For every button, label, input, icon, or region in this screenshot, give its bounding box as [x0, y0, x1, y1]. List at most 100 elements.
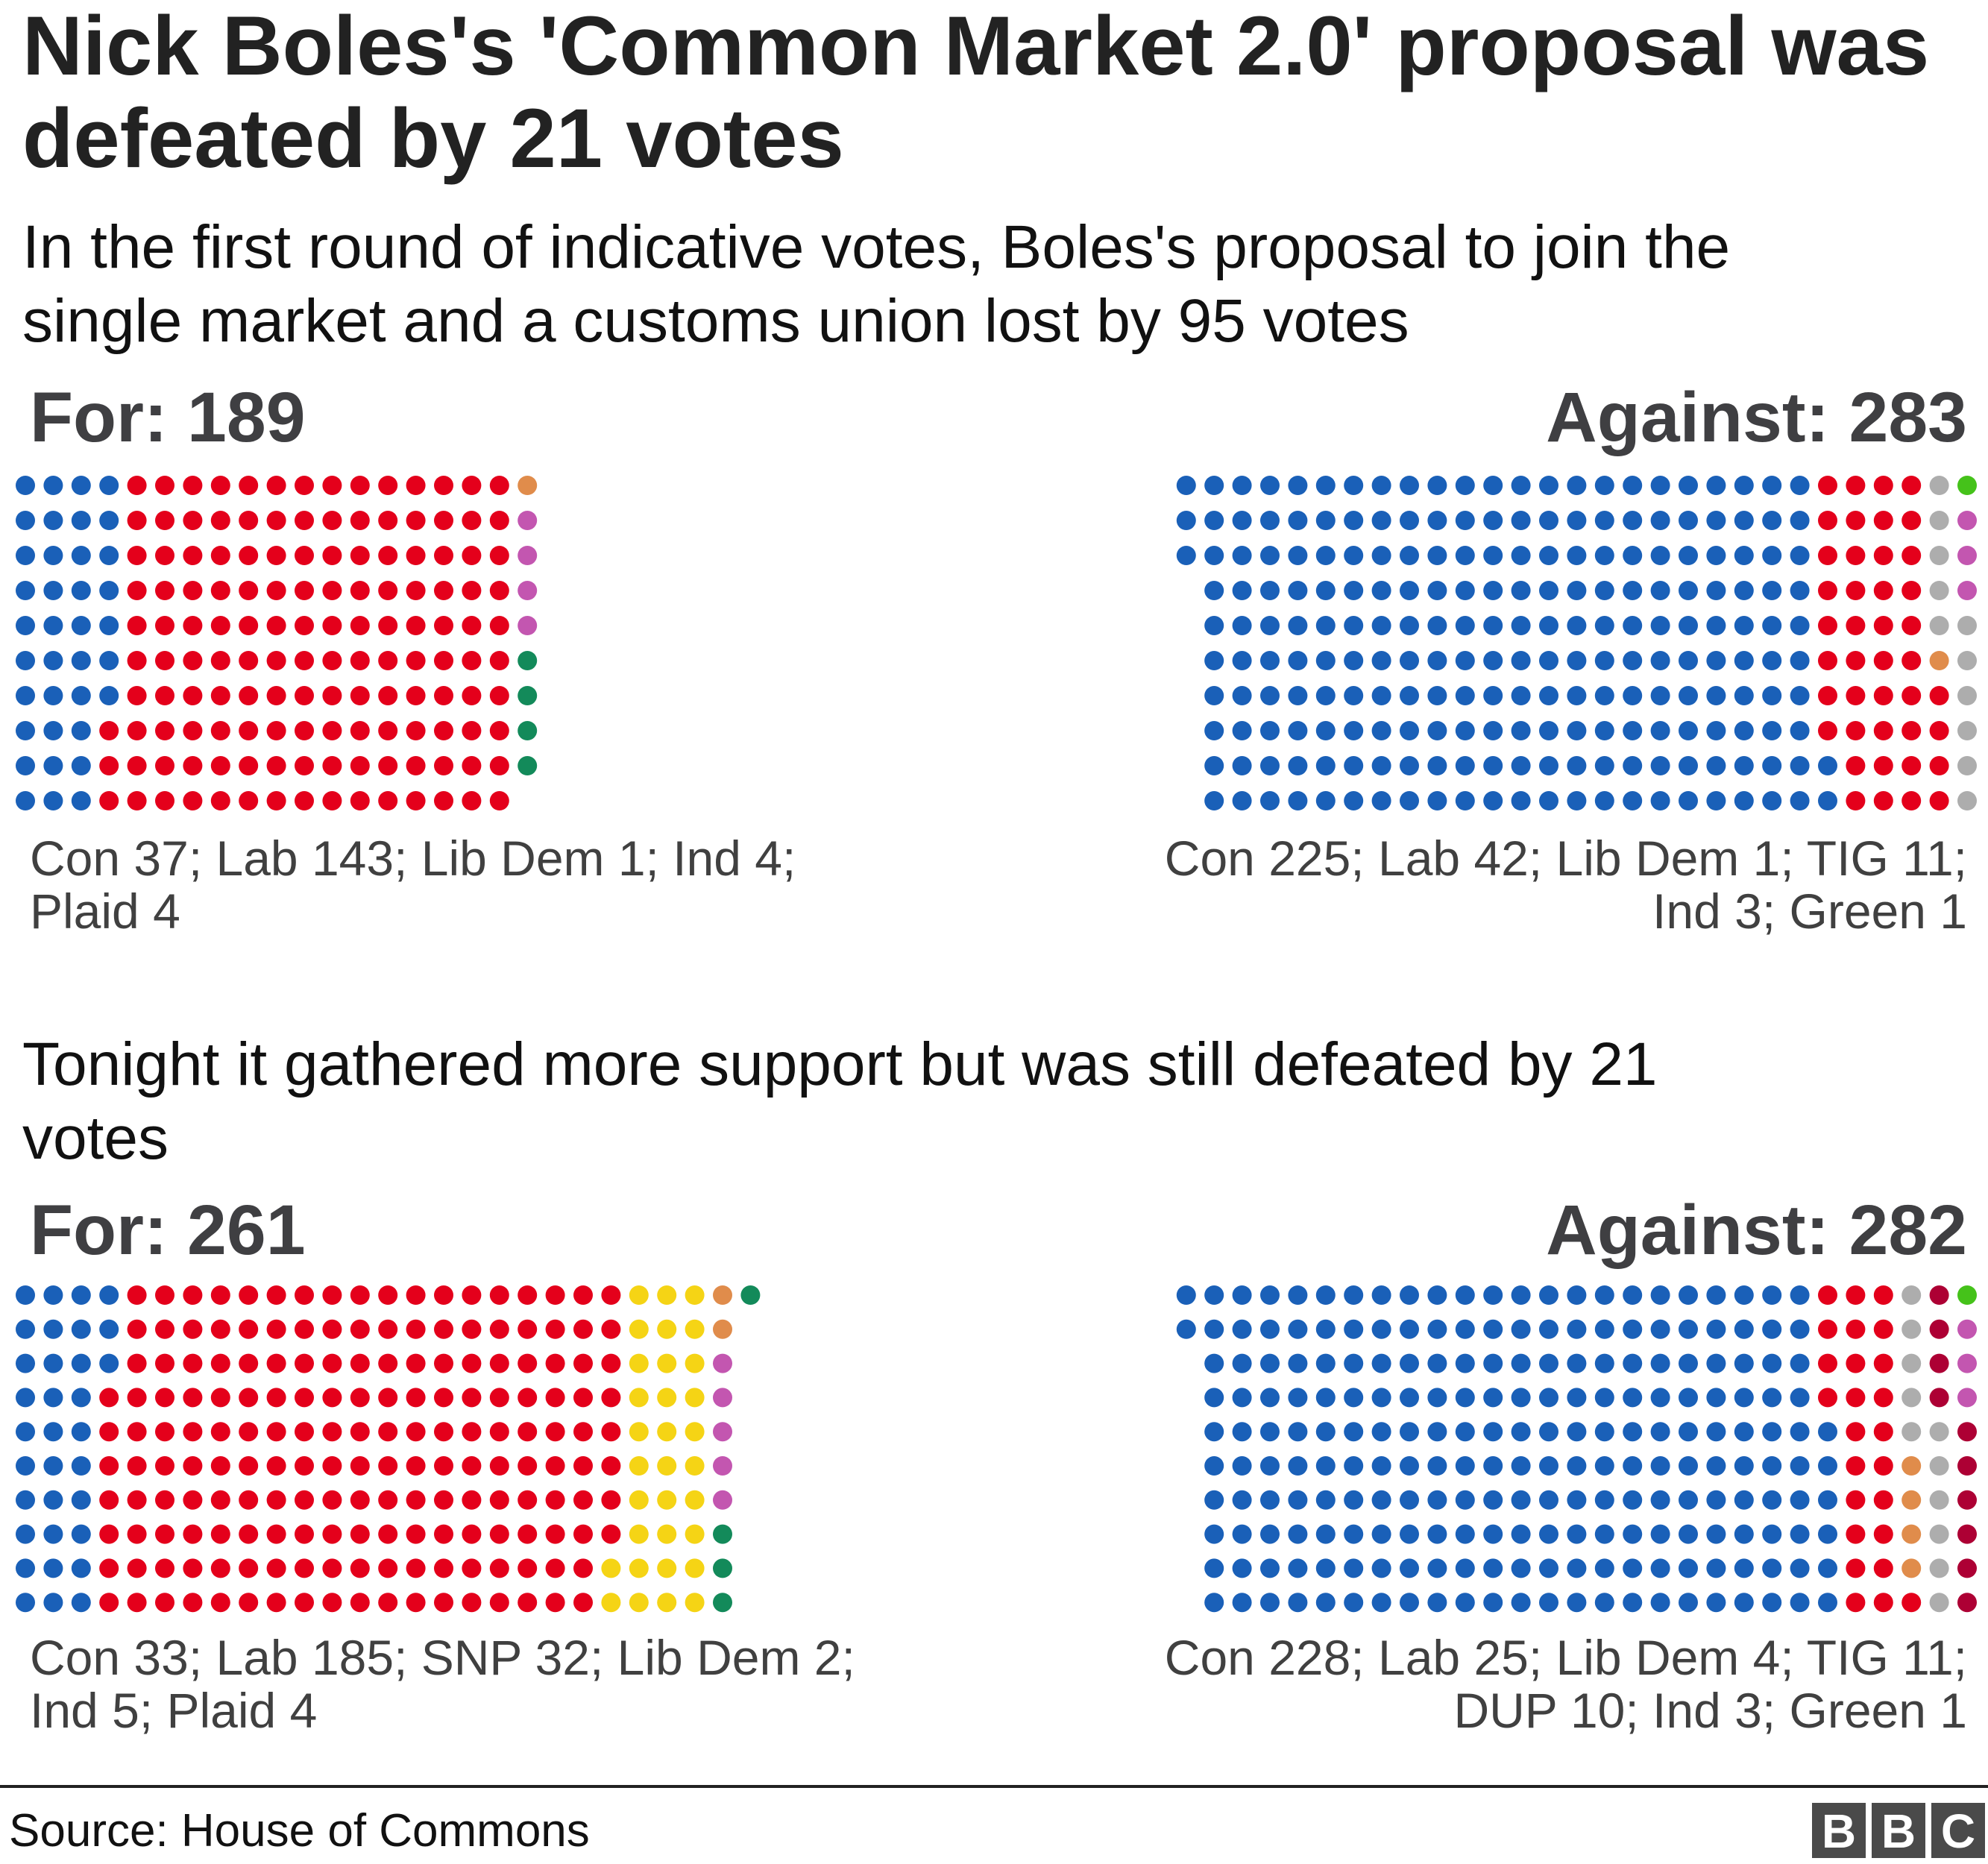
vote-dot-con	[1371, 1456, 1391, 1476]
vote-dot-con	[1427, 1524, 1447, 1544]
vote-dot-lab	[183, 581, 203, 600]
vote-dot-con	[1288, 791, 1308, 810]
vote-dot-lab	[1873, 1285, 1893, 1305]
vote-dot-con	[1315, 1593, 1336, 1613]
vote-dot-dup	[1957, 1593, 1977, 1613]
vote-dot-con	[1288, 1353, 1308, 1373]
vote-dot-lab	[183, 651, 203, 670]
vote-dot-lab	[545, 1422, 565, 1442]
vote-dot-snp	[657, 1593, 677, 1613]
vote-dot-lab	[1846, 1319, 1866, 1339]
vote-dot-con	[1679, 1422, 1698, 1442]
vote-dot-con	[1623, 546, 1643, 565]
vote-dot-con	[71, 1456, 91, 1476]
vote-dot-lab	[295, 686, 314, 705]
vote-dot-con	[1762, 1319, 1782, 1339]
vote-dot-con	[1679, 511, 1698, 530]
vote-dot-con	[1679, 756, 1698, 775]
vote-dot-con	[1260, 651, 1280, 670]
vote-dot-lab	[322, 651, 342, 670]
vote-dot-lab	[489, 1524, 509, 1544]
vote-dot-con	[43, 756, 63, 775]
vote-dot-con	[1706, 1524, 1726, 1544]
vote-dot-con	[1455, 1524, 1475, 1544]
vote-dot-con	[43, 511, 63, 530]
vote-dot-con	[1706, 616, 1726, 635]
vote-dot-con	[1790, 686, 1810, 705]
vote-dot-lab	[350, 1319, 370, 1339]
vote-dot-lab	[378, 1422, 398, 1442]
vote-dot-con	[43, 1388, 63, 1408]
vote-dot-con	[1734, 1353, 1754, 1373]
vote-dot-con	[43, 721, 63, 740]
vote-dot-tig	[1957, 756, 1977, 775]
vote-dot-lab	[1846, 1422, 1866, 1442]
vote-dot-lab	[266, 616, 286, 635]
vote-dot-con	[1204, 1490, 1224, 1510]
vote-dot-con	[1623, 1593, 1643, 1613]
vote-dot-lab	[518, 1490, 538, 1510]
vote-dot-lib-dem	[1902, 1558, 1922, 1578]
vote-dot-lab	[127, 1490, 147, 1510]
vote-dot-con	[99, 686, 119, 705]
vote-dot-con	[1204, 1524, 1224, 1544]
vote-dot-snp	[685, 1422, 705, 1442]
vote-dot-con	[1594, 1422, 1614, 1442]
vote-dot-con	[1260, 581, 1280, 600]
vote-dot-con	[1623, 1285, 1643, 1305]
vote-dot-con	[1371, 581, 1391, 600]
vote-dot-con	[16, 476, 35, 495]
vote-dot-lab	[434, 686, 453, 705]
vote-dot-tig	[1957, 721, 1977, 740]
vote-dot-con	[1344, 721, 1364, 740]
vote-dot-lab	[322, 1388, 342, 1408]
vote-dot-lab	[266, 1558, 286, 1578]
vote-dot-con	[71, 651, 91, 670]
vote-dot-snp	[685, 1456, 705, 1476]
vote-dot-con	[16, 511, 35, 530]
vote-dot-con	[43, 1558, 63, 1578]
vote-dot-lab	[573, 1558, 593, 1578]
vote-dot-lab	[489, 581, 509, 600]
vote-dot-con	[16, 1558, 35, 1578]
vote-dot-lab	[210, 546, 230, 565]
vote-dot-lab	[1902, 756, 1922, 775]
vote-dot-lab	[155, 1422, 174, 1442]
vote-dot-con	[1790, 546, 1810, 565]
vote-dot-lab	[518, 1422, 538, 1442]
vote-dot-con	[1623, 1524, 1643, 1544]
vote-dot-lab	[1846, 1593, 1866, 1613]
vote-dot-lab	[322, 581, 342, 600]
vote-dot-snp	[629, 1422, 649, 1442]
vote-dot-lab	[1873, 1524, 1893, 1544]
vote-dot-lib-dem	[1929, 651, 1949, 670]
vote-dot-lab	[239, 1593, 259, 1613]
vote-dot-con	[1344, 616, 1364, 635]
vote-dot-lab	[155, 1490, 174, 1510]
vote-dot-lab	[1846, 1524, 1866, 1544]
vote-dot-lab	[434, 756, 453, 775]
vote-dot-lab	[406, 651, 426, 670]
vote-dot-lab	[406, 476, 426, 495]
vote-dot-plaid	[740, 1285, 761, 1305]
vote-dot-con	[1315, 1558, 1336, 1578]
vote-dot-ind	[713, 1490, 732, 1510]
vote-dot-con	[1650, 756, 1670, 775]
vote-dot-dup	[1929, 1388, 1949, 1408]
vote-dot-con	[1567, 651, 1587, 670]
vote-dot-lab	[406, 721, 426, 740]
vote-dot-con	[1511, 546, 1531, 565]
vote-dot-con	[1734, 651, 1754, 670]
vote-dot-lab	[210, 511, 230, 530]
vote-dot-con	[71, 1422, 91, 1442]
vote-dot-lib-dem	[518, 476, 538, 495]
vote-dot-con	[1288, 546, 1308, 565]
vote-dot-con	[1567, 616, 1587, 635]
vote-dot-con	[1204, 721, 1224, 740]
vote-dot-lab	[183, 756, 203, 775]
vote-dot-con	[1511, 1593, 1531, 1613]
vote-dot-lab	[1818, 686, 1837, 705]
vote-dot-con	[1762, 1558, 1782, 1578]
vote-dot-con	[16, 1422, 35, 1442]
